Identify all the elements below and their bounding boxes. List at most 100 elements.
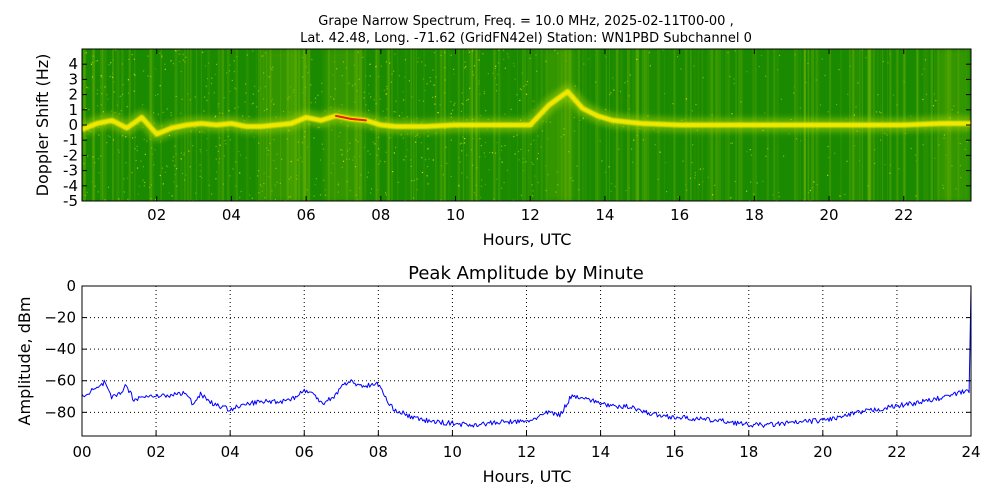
spectrogram-speckle — [138, 185, 140, 187]
spectrogram-speckle — [182, 59, 184, 61]
amplitude-x-tick-label: 06 — [295, 443, 314, 461]
spectrogram-speckle — [85, 137, 87, 139]
spectrogram-speckle — [886, 134, 888, 136]
spectrogram-speckle — [428, 158, 430, 160]
spectrogram-speckle — [525, 161, 527, 163]
spectrogram-speckle — [121, 63, 123, 65]
spectrogram-speckle — [133, 73, 135, 75]
spectrogram-speckle — [414, 135, 416, 137]
amplitude-x-tick-label: 08 — [369, 443, 388, 461]
spectrogram-speckle — [481, 179, 483, 181]
spectrogram-speckle — [578, 189, 580, 191]
spectrogram-speckle — [694, 172, 696, 174]
spectrogram-speckle — [466, 99, 468, 101]
spectrogram-speckle — [155, 199, 157, 201]
spectrogram-speckle — [415, 141, 417, 143]
spectrogram-speckle — [536, 70, 538, 72]
spectrogram-speckle — [807, 192, 809, 194]
spectrogram-speckle — [496, 142, 498, 144]
spectrogram-speckle — [378, 148, 380, 150]
spectrogram-speckle — [88, 108, 90, 111]
spectrogram-speckle — [459, 143, 461, 145]
spectrogram-speckle — [465, 66, 467, 68]
spectrogram-speckle — [127, 92, 130, 94]
spectrogram-speckle — [403, 159, 405, 161]
spectrogram-speckle — [235, 161, 237, 163]
spectrogram-speckle — [828, 157, 830, 159]
spectrogram-speckle — [882, 60, 884, 63]
spectrogram-speckle — [259, 184, 261, 186]
spectrogram-speckle — [395, 111, 397, 113]
spectrogram-speckle — [799, 107, 801, 109]
spectrogram-speckle — [427, 134, 430, 136]
spectrogram-speckle — [92, 76, 94, 78]
spectrogram-speckle — [240, 190, 242, 193]
spectrogram-speckle — [628, 108, 630, 110]
spectrogram-speckle — [393, 111, 395, 113]
spectrogram-speckle — [96, 89, 99, 91]
spectrogram-speckle — [702, 181, 704, 183]
spectrogram-speckle — [96, 105, 99, 107]
spectrogram-speckle — [892, 94, 895, 96]
spectrogram-speckle — [879, 111, 881, 113]
amplitude-x-tick-label: 00 — [72, 443, 91, 461]
spectrogram-speckle — [496, 84, 498, 86]
spectrogram-speckle — [176, 50, 178, 52]
spectrogram-speckle — [421, 157, 423, 159]
spectrogram-speckle — [97, 191, 99, 193]
spectrogram-speckle — [685, 184, 687, 186]
spectrogram-speckle — [172, 63, 175, 65]
spectrogram-speckle — [112, 139, 115, 141]
spectrogram-speckle — [532, 190, 534, 192]
spectrogram-speckle — [224, 140, 226, 142]
spectrogram-speckle — [479, 93, 481, 95]
spectrogram-speckle — [610, 183, 613, 185]
spectrogram-speckle — [199, 149, 201, 151]
spectrogram-speckle — [530, 143, 532, 145]
spectrogram-speckle — [242, 115, 244, 117]
spectrogram-speckle — [395, 146, 397, 149]
spectrogram-x-tick-label: 10 — [446, 206, 465, 224]
spectrogram-speckle — [385, 151, 387, 153]
amplitude-x-tick-label: 24 — [961, 443, 980, 461]
spectrogram-speckle — [691, 110, 693, 112]
spectrogram-speckle — [816, 184, 818, 186]
amplitude-y-ticks: 0 −20 −40 −60 −80 — [44, 277, 971, 421]
spectrogram-speckle — [433, 51, 436, 54]
spectrogram-speckle — [150, 75, 152, 78]
spectrogram-speckle — [783, 155, 785, 157]
spectrogram-speckle — [400, 134, 402, 136]
spectrogram-speckle — [444, 52, 446, 54]
spectrogram-speckle — [150, 184, 152, 186]
spectrogram-speckle — [778, 191, 780, 194]
spectrogram-speckle — [367, 171, 369, 173]
spectrogram-speckle — [244, 101, 246, 103]
doppler-trace-band — [82, 89, 971, 137]
spectrogram-speckle — [453, 68, 455, 70]
spectrogram-speckle — [178, 61, 181, 63]
spectrogram-speckle — [390, 81, 392, 83]
spectrogram-speckle — [246, 54, 248, 56]
spectrogram-speckle — [178, 53, 180, 55]
spectrogram-speckle — [106, 142, 108, 144]
spectrogram-speckle — [461, 150, 463, 152]
spectrogram-speckle — [92, 55, 94, 57]
spectrogram-speckle — [367, 150, 369, 152]
spectrogram-speckle — [235, 88, 237, 90]
spectrogram-speckle — [921, 73, 923, 75]
spectrogram-speckle — [731, 142, 733, 144]
spectrogram-speckle — [693, 65, 695, 67]
spectrogram-noise-strip — [584, 49, 587, 201]
amplitude-y-tick-label: −60 — [44, 372, 76, 390]
spectrogram-speckle — [416, 178, 418, 180]
spectrogram-speckle — [884, 164, 886, 166]
spectrogram-speckle — [413, 179, 415, 181]
spectrogram-speckle — [166, 108, 168, 110]
spectrogram-speckle — [809, 199, 811, 201]
amplitude-x-axis-label: Hours, UTC — [483, 467, 572, 486]
spectrogram-speckle — [157, 93, 159, 95]
spectrogram-speckle — [150, 198, 152, 200]
spectrogram-speckle — [404, 59, 406, 61]
spectrogram-speckle — [609, 94, 611, 96]
spectrogram-speckle — [756, 182, 758, 184]
